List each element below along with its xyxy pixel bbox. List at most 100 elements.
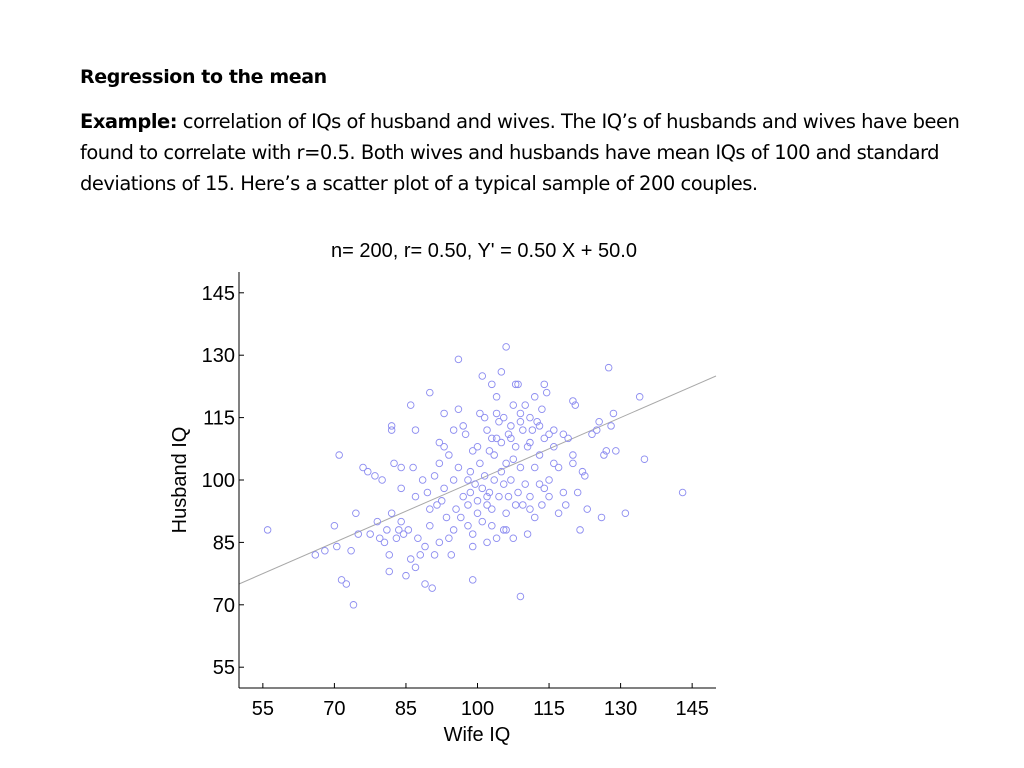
data-point bbox=[504, 430, 513, 438]
y-tick-label: 130 bbox=[202, 345, 235, 367]
data-point bbox=[263, 526, 272, 534]
y-tick-label: 55 bbox=[213, 657, 235, 679]
slide-body-text: Example: correlation of IQs of husband a… bbox=[80, 106, 960, 199]
data-point bbox=[473, 509, 482, 518]
data-point bbox=[502, 526, 510, 534]
data-point bbox=[492, 434, 501, 443]
data-point bbox=[440, 409, 448, 418]
data-point bbox=[509, 534, 518, 542]
data-point bbox=[437, 497, 446, 505]
data-point bbox=[526, 492, 534, 501]
data-point bbox=[385, 567, 394, 576]
data-point bbox=[478, 484, 487, 493]
x-tick-label: 70 bbox=[323, 698, 345, 720]
data-point bbox=[337, 576, 346, 584]
data-point bbox=[342, 580, 351, 588]
data-point bbox=[483, 501, 491, 509]
x-tick-label: 145 bbox=[675, 698, 708, 720]
data-point bbox=[442, 513, 451, 522]
data-point bbox=[426, 505, 434, 513]
data-point bbox=[545, 430, 553, 438]
data-point bbox=[478, 517, 487, 526]
example-text: correlation of IQs of husband and wives.… bbox=[80, 110, 960, 195]
data-point bbox=[311, 551, 320, 559]
data-point bbox=[569, 459, 577, 468]
data-point bbox=[457, 513, 465, 522]
data-point bbox=[476, 459, 484, 468]
data-point bbox=[516, 418, 525, 426]
data-point bbox=[514, 380, 522, 389]
x-axis-label: Wife IQ bbox=[444, 724, 511, 746]
data-point bbox=[488, 434, 496, 443]
data-point bbox=[511, 380, 520, 389]
data-point bbox=[452, 505, 460, 513]
data-point bbox=[409, 463, 417, 472]
y-tick-label: 70 bbox=[213, 595, 235, 617]
data-point bbox=[499, 526, 508, 534]
data-point bbox=[335, 451, 343, 459]
data-point bbox=[423, 488, 432, 497]
data-point bbox=[569, 397, 577, 405]
data-point bbox=[449, 476, 458, 484]
data-point bbox=[387, 422, 396, 430]
data-point bbox=[530, 513, 539, 522]
data-point bbox=[421, 542, 429, 551]
data-point bbox=[428, 584, 436, 592]
data-point bbox=[426, 522, 434, 530]
data-point bbox=[542, 388, 551, 397]
data-point bbox=[612, 447, 620, 455]
data-point bbox=[466, 488, 475, 497]
data-point bbox=[492, 534, 501, 542]
data-point bbox=[554, 509, 563, 518]
data-point bbox=[526, 505, 534, 513]
data-point bbox=[435, 538, 444, 547]
data-point bbox=[509, 455, 518, 463]
y-axis-label: Husband IQ bbox=[169, 427, 191, 534]
data-point bbox=[466, 467, 475, 476]
data-point bbox=[430, 472, 439, 480]
data-point bbox=[390, 459, 398, 468]
data-point bbox=[454, 355, 463, 364]
data-point bbox=[488, 380, 496, 389]
data-point bbox=[571, 401, 580, 409]
data-point bbox=[483, 426, 491, 434]
data-point bbox=[395, 526, 403, 534]
data-point bbox=[497, 368, 506, 376]
data-point bbox=[414, 534, 422, 542]
data-point bbox=[523, 530, 532, 538]
data-point bbox=[397, 517, 405, 526]
data-point bbox=[540, 380, 549, 389]
data-point bbox=[635, 393, 644, 401]
data-point bbox=[535, 422, 544, 430]
data-point bbox=[426, 388, 434, 397]
data-point bbox=[607, 422, 615, 430]
data-point bbox=[359, 463, 367, 472]
data-point bbox=[538, 405, 546, 414]
data-point bbox=[483, 538, 491, 547]
data-point bbox=[406, 401, 415, 409]
data-point bbox=[492, 393, 501, 401]
data-point bbox=[378, 476, 386, 484]
data-point bbox=[569, 451, 577, 459]
data-point bbox=[435, 438, 444, 447]
data-point bbox=[399, 530, 408, 538]
data-point bbox=[530, 393, 539, 401]
data-point bbox=[490, 451, 498, 459]
data-point bbox=[581, 472, 589, 480]
data-point bbox=[411, 426, 420, 434]
data-point bbox=[488, 505, 496, 513]
data-point bbox=[485, 447, 494, 455]
data-point bbox=[521, 480, 529, 488]
data-point bbox=[480, 472, 489, 480]
data-point bbox=[387, 426, 396, 434]
data-point bbox=[576, 526, 584, 534]
data-point bbox=[495, 492, 503, 501]
slide-title: Regression to the mean bbox=[80, 66, 327, 88]
data-point bbox=[418, 476, 427, 484]
data-point bbox=[573, 488, 582, 497]
data-point bbox=[514, 488, 522, 497]
data-point bbox=[609, 409, 618, 418]
data-point bbox=[473, 497, 482, 505]
data-point bbox=[621, 509, 630, 518]
